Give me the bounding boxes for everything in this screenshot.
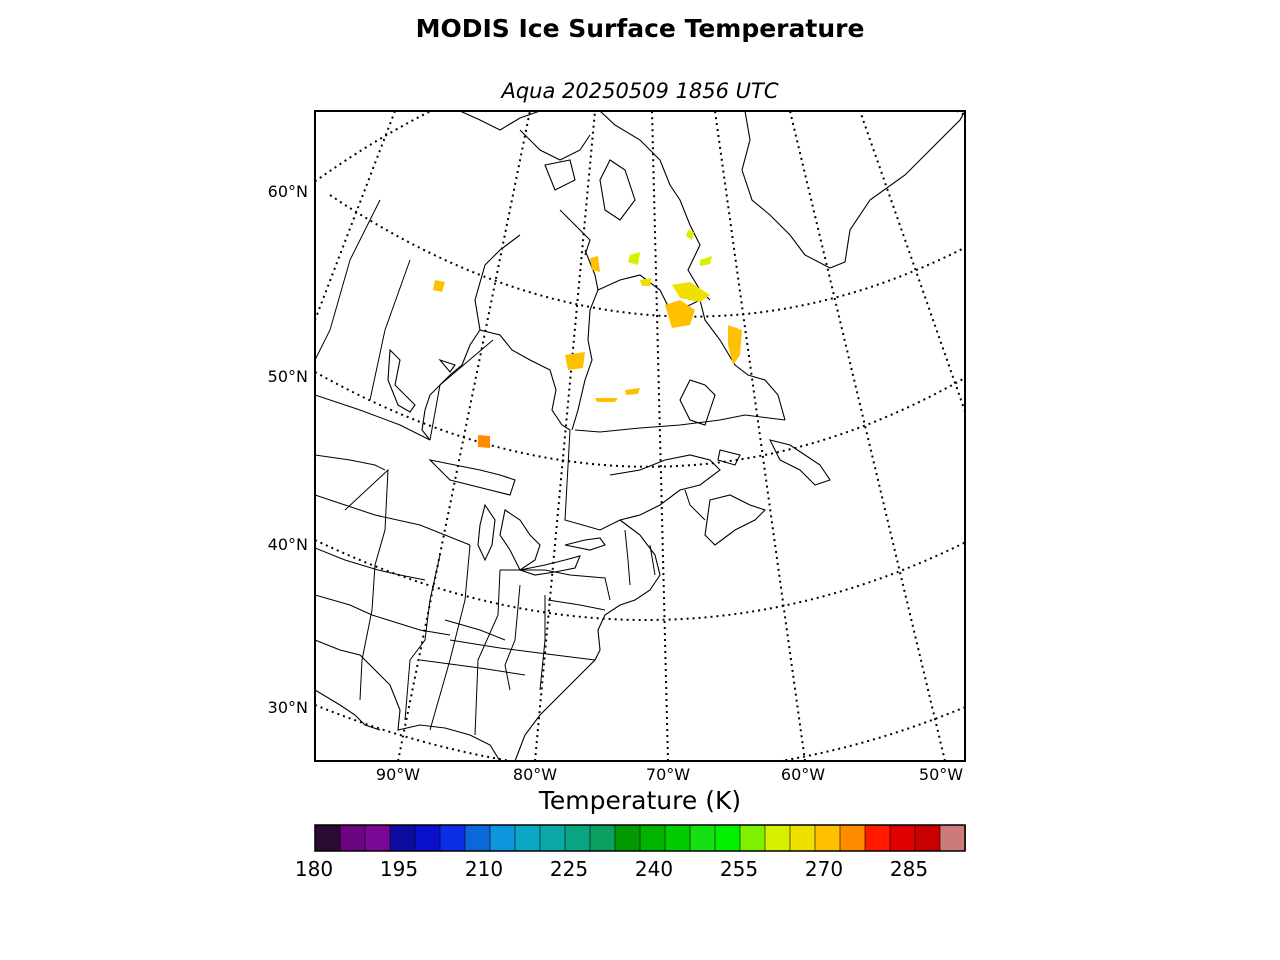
figure-title: MODIS Ice Surface Temperature — [415, 14, 865, 43]
lat-label-60n: 60°N — [267, 182, 308, 201]
colorbar-segment — [789, 824, 816, 852]
lat-label-50n: 50°N — [267, 367, 308, 386]
colorbar-tick-195: 195 — [379, 857, 419, 881]
colorbar — [314, 824, 966, 852]
colorbar-segment — [889, 824, 916, 852]
lon-label-80w: 80°W — [512, 765, 558, 784]
colorbar-segment — [814, 824, 841, 852]
colorbar-label: Temperature (K) — [538, 786, 742, 815]
colorbar-tick-240: 240 — [634, 857, 674, 881]
lon-label-70w: 70°W — [645, 765, 691, 784]
coastlines — [315, 111, 965, 761]
colorbar-frame — [314, 824, 966, 852]
colorbar-segment — [914, 824, 941, 852]
colorbar-segment — [664, 824, 691, 852]
colorbar-segment — [864, 824, 891, 852]
colorbar-segment — [714, 824, 741, 852]
figure-subtitle: Aqua 20250509 1856 UTC — [501, 79, 779, 103]
colorbar-tick-255: 255 — [719, 857, 759, 881]
ice-temperature-data — [433, 230, 742, 448]
colorbar-segment — [564, 824, 591, 852]
colorbar-segment — [439, 824, 466, 852]
colorbar-segment — [514, 824, 541, 852]
colorbar-segment — [589, 824, 616, 852]
colorbar-tick-180: 180 — [294, 857, 334, 881]
colorbar-segment — [614, 824, 641, 852]
colorbar-segment — [539, 824, 566, 852]
colorbar-segment — [314, 824, 341, 852]
graticule-parallels — [315, 111, 965, 761]
colorbar-segment — [939, 824, 966, 852]
lon-label-60w: 60°W — [780, 765, 826, 784]
colorbar-segment — [639, 824, 666, 852]
lat-label-30n: 30°N — [267, 698, 308, 717]
colorbar-tick-210: 210 — [464, 857, 504, 881]
colorbar-segment — [839, 824, 866, 852]
colorbar-segment — [489, 824, 516, 852]
colorbar-segment — [389, 824, 416, 852]
borders — [315, 199, 786, 736]
colorbar-segment — [364, 824, 391, 852]
colorbar-segment — [689, 824, 716, 852]
map-frame — [314, 110, 966, 762]
colorbar-segment — [739, 824, 766, 852]
colorbar-segment — [414, 824, 441, 852]
lon-label-90w: 90°W — [375, 765, 421, 784]
map-content — [315, 111, 965, 761]
colorbar-segment — [464, 824, 491, 852]
colorbar-segment — [339, 824, 366, 852]
lat-label-40n: 40°N — [267, 535, 308, 554]
colorbar-tick-270: 270 — [804, 857, 844, 881]
lon-label-50w: 50°W — [918, 765, 964, 784]
graticule-meridians — [315, 111, 965, 761]
colorbar-segment — [764, 824, 791, 852]
colorbar-tick-225: 225 — [549, 857, 589, 881]
colorbar-tick-285: 285 — [889, 857, 929, 881]
